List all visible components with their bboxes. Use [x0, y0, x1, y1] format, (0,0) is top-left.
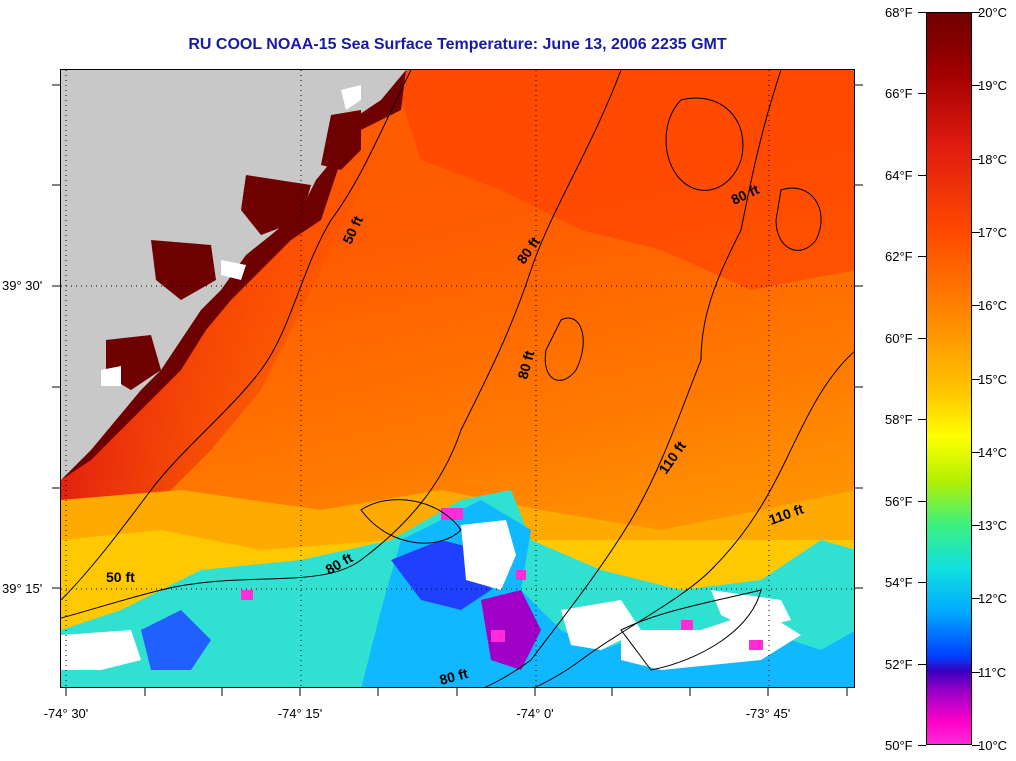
- fahrenheit-tick-label: 62°F: [885, 249, 913, 265]
- longitude-label: -73° 45': [745, 706, 791, 721]
- temperature-colorbar: [926, 12, 972, 745]
- latitude-label: 39° 15': [2, 581, 43, 596]
- depth-contours: [61, 70, 854, 687]
- fahrenheit-tick: [918, 500, 926, 502]
- coldest-patch: [141, 610, 211, 670]
- fahrenheit-tick-label: 60°F: [885, 330, 913, 346]
- latitude-label: 39° 30': [2, 278, 43, 293]
- fahrenheit-tick: [918, 745, 926, 746]
- depth-label: 50 ft: [106, 569, 135, 585]
- longitude-label: -74° 15': [277, 706, 323, 721]
- magenta-pixels: [241, 508, 763, 650]
- fahrenheit-tick: [918, 93, 926, 95]
- celsius-tick: [972, 12, 980, 13]
- fahrenheit-tick-label: 54°F: [885, 575, 913, 591]
- depth-label: 80 ft: [514, 349, 537, 381]
- celsius-tick: [972, 378, 980, 380]
- celsius-tick-label: 13°C: [978, 518, 1008, 534]
- celsius-tick: [972, 231, 980, 233]
- fahrenheit-tick-label: 56°F: [885, 493, 913, 509]
- graticule: [61, 70, 854, 687]
- fahrenheit-tick-label: 58°F: [885, 412, 913, 428]
- celsius-tick-label: 11°C: [978, 664, 1007, 680]
- fahrenheit-tick: [918, 12, 926, 13]
- celsius-tick-label: 19°C: [978, 78, 1008, 94]
- celsius-tick: [972, 451, 980, 453]
- fahrenheit-tick: [918, 256, 926, 258]
- fahrenheit-tick-label: 52°F: [885, 656, 913, 672]
- fahrenheit-tick: [918, 174, 926, 176]
- longitude-label: -74° 0': [516, 706, 554, 721]
- celsius-tick-label: 12°C: [978, 591, 1008, 607]
- fahrenheit-tick: [918, 337, 926, 339]
- fahrenheit-tick: [918, 663, 926, 665]
- fahrenheit-tick: [918, 582, 926, 584]
- celsius-tick-label: 15°C: [978, 371, 1008, 387]
- celsius-tick: [972, 158, 980, 160]
- celsius-tick: [972, 598, 980, 600]
- purple-patch: [481, 590, 541, 670]
- fahrenheit-tick-label: 50°F: [885, 738, 913, 753]
- celsius-tick-label: 17°C: [978, 224, 1008, 240]
- celsius-tick: [972, 671, 980, 673]
- celsius-tick: [972, 85, 980, 87]
- no-data-coastal: [101, 85, 361, 386]
- celsius-tick: [972, 525, 980, 527]
- celsius-tick-label: 10°C: [978, 738, 1008, 753]
- fahrenheit-tick-label: 64°F: [885, 167, 913, 183]
- longitude-label: -74° 30': [43, 706, 89, 721]
- no-data-cloud: [61, 520, 801, 670]
- fahrenheit-tick: [918, 419, 926, 421]
- fahrenheit-tick-label: 66°F: [885, 86, 913, 102]
- sst-map[interactable]: 50 ft 50 ft 80 ft 80 ft 80 ft 80 ft 80 f…: [60, 69, 855, 688]
- map-title: RU COOL NOAA-15 Sea Surface Temperature:…: [188, 36, 727, 53]
- sst-raster: 50 ft 50 ft 80 ft 80 ft 80 ft 80 ft 80 f…: [61, 70, 854, 688]
- celsius-tick: [972, 745, 980, 746]
- celsius-tick-label: 18°C: [978, 151, 1008, 167]
- celsius-tick-label: 20°C: [978, 5, 1008, 20]
- celsius-tick-label: 16°C: [978, 298, 1008, 314]
- depth-label: 80 ft: [438, 665, 470, 688]
- celsius-tick-label: 14°C: [978, 444, 1008, 460]
- celsius-tick: [972, 305, 980, 307]
- fahrenheit-tick-label: 68°F: [885, 5, 913, 20]
